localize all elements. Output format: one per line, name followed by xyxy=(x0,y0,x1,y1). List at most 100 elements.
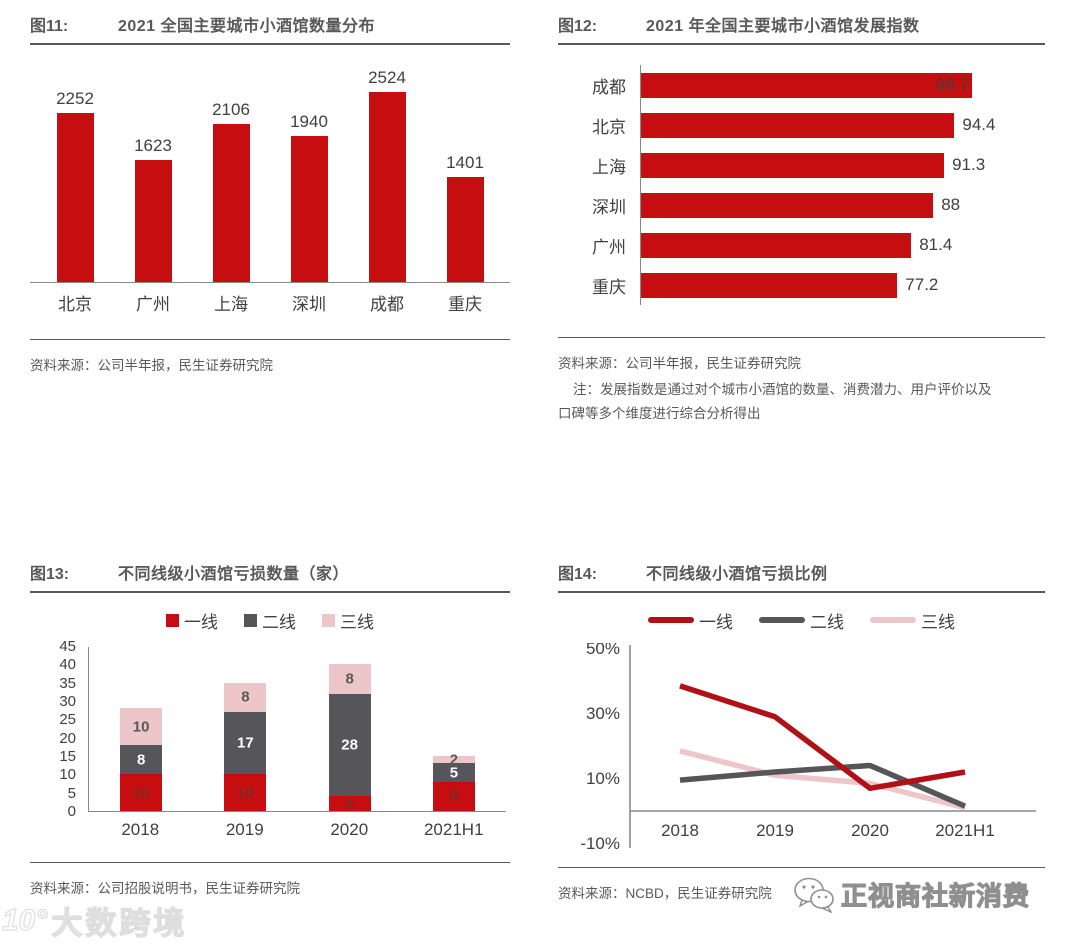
legend-item: 二线 xyxy=(244,608,296,633)
bar xyxy=(446,176,484,282)
watermark-logo-icon: 10° xyxy=(1,903,48,937)
bar xyxy=(641,152,945,178)
figure-block-11: 图11: 2021 全国主要城市小酒馆数量分布 2252 1623 2106 1940… xyxy=(30,12,510,374)
figure-tag: 图11: xyxy=(30,18,69,35)
bar-segment: 8 xyxy=(432,781,475,811)
bar-row: 成都 99.7 xyxy=(558,65,1045,105)
x-axis-label: 2018 xyxy=(661,821,699,840)
segment-value-label: 8 xyxy=(241,688,250,706)
legend-label: 二线 xyxy=(810,612,844,632)
bar-segment: 10 xyxy=(120,774,163,811)
figure-header: 图13: 不同线级小酒馆亏损数量（家） xyxy=(30,560,510,593)
note-line-1: 注：发展指数是通过对个城市小酒馆的数量、消费潜力、用户评价以及 xyxy=(573,382,992,397)
legend-label: 一线 xyxy=(184,612,218,632)
bar-column: 2106 xyxy=(196,100,266,282)
legend-item: 二线 xyxy=(759,608,844,633)
y-axis-label: 北京 xyxy=(592,117,626,137)
legend-label: 三线 xyxy=(921,612,955,632)
watermark-left: 10° 大数跨境 xyxy=(1,898,188,943)
x-axis-label: 2021H1 xyxy=(935,821,995,840)
x-axis-label: 北京 xyxy=(58,295,92,314)
segment-value-label: 10 xyxy=(132,718,150,736)
plot-area: 10 8 10 10 17 8 4 28 8 8 5 2 xyxy=(88,647,506,812)
x-axis-label: 2020 xyxy=(330,820,369,839)
y-tick-label: 20 xyxy=(59,729,76,747)
segment-value-label: 28 xyxy=(341,736,358,754)
bar-value-label: 1623 xyxy=(134,135,172,155)
legend-item: 三线 xyxy=(322,608,374,633)
segment-value-label: 8 xyxy=(345,670,354,688)
bar-segment: 10 xyxy=(224,774,267,811)
bar-segment: 2 xyxy=(432,752,475,767)
segment-value-label: 10 xyxy=(237,784,254,802)
bar-area: 81.4 xyxy=(640,225,1045,265)
legend-label: 三线 xyxy=(340,612,374,632)
bar-segment: 8 xyxy=(120,745,163,775)
segment-value-label: 10 xyxy=(132,784,150,802)
y-tick-label: 40 xyxy=(59,656,76,674)
y-axis-label: 深圳 xyxy=(592,197,626,217)
bar-value-label: 77.2 xyxy=(905,275,939,294)
bar-segment: 5 xyxy=(432,763,475,782)
source-text: 资料来源：公司半年报，民生证券研究院 xyxy=(30,358,273,373)
legend: 一线 二线 三线 xyxy=(558,608,1045,633)
note-text: 注：发展指数是通过对个城市小酒馆的数量、消费潜力、用户评价以及 口碑等多个维度进… xyxy=(558,378,1045,425)
watermark-left-text: 大数跨境 xyxy=(51,905,188,941)
stacked-bar: 4 28 8 xyxy=(328,664,371,813)
figure-block-12: 图12: 2021 年全国主要城市小酒馆发展指数 成都 99.7 北京 94.4 上海 9… xyxy=(558,12,1045,425)
bar-segment: 4 xyxy=(328,795,371,813)
bar-row: 北京 94.4 xyxy=(558,105,1045,145)
x-axis-label: 2021H1 xyxy=(423,820,484,839)
bar xyxy=(641,272,898,298)
x-axis-label: 上海 xyxy=(214,295,248,314)
x-axis-label: 广州 xyxy=(136,295,170,314)
plot-area: 2252 1623 2106 1940 2524 1401 xyxy=(30,53,510,283)
x-axis-label: 深圳 xyxy=(292,295,326,314)
bar-segment: 8 xyxy=(224,682,267,713)
figure-title: 2021 全国主要城市小酒馆数量分布 xyxy=(118,18,376,35)
bar xyxy=(212,123,250,282)
bar-row: 重庆 77.2 xyxy=(558,265,1045,305)
bar xyxy=(641,112,955,138)
series-line-二线 xyxy=(679,762,967,809)
segment-value-label: 4 xyxy=(345,795,354,813)
figure-tag: 图13: xyxy=(30,566,70,583)
x-axis-label: 2018 xyxy=(121,820,160,839)
block-divider xyxy=(558,337,1045,338)
y-tick-label: 50% xyxy=(586,643,620,658)
series-line-一线 xyxy=(679,683,966,792)
segment-value-label: 8 xyxy=(136,751,146,769)
bar-value-label: 99.7 xyxy=(936,75,970,94)
legend-label: 一线 xyxy=(699,612,733,632)
bar xyxy=(290,136,328,282)
y-tick-label: 10% xyxy=(586,769,620,788)
x-axis-label: 成都 xyxy=(370,295,404,314)
figure-tag: 图12: xyxy=(558,18,598,35)
y-axis-label: 成都 xyxy=(592,77,626,97)
block-divider xyxy=(558,867,1045,868)
bar xyxy=(641,192,934,218)
bar-row: 广州 81.4 xyxy=(558,225,1045,265)
y-tick-label: 35 xyxy=(59,674,76,692)
bar-column: 2252 xyxy=(40,88,110,282)
bar xyxy=(56,112,94,282)
x-axis-label: 重庆 xyxy=(448,295,482,314)
figure-block-14: 图14: 不同线级小酒馆亏损比例 一线 二线 三线 50% 30% 10% -10% 201… xyxy=(558,560,1045,902)
figure-title: 不同线级小酒馆亏损比例 xyxy=(646,566,828,583)
bar-row: 深圳 88 xyxy=(558,185,1045,225)
x-axis-label: 2019 xyxy=(756,821,794,840)
y-axis-label: 上海 xyxy=(592,157,626,177)
source-text: 资料来源：NCBD，民生证券研究院 xyxy=(558,886,772,901)
legend-swatch xyxy=(244,613,257,627)
bar-segment: 10 xyxy=(120,708,163,746)
y-tick-label: 10 xyxy=(59,766,76,784)
bar-area: 77.2 xyxy=(640,265,1045,305)
bar xyxy=(641,72,972,98)
bar-row: 上海 91.3 xyxy=(558,145,1045,185)
segment-value-label: 2 xyxy=(449,751,459,769)
legend: 一线 二线 三线 xyxy=(30,608,510,633)
source-text: 资料来源：公司招股说明书，民生证券研究院 xyxy=(30,881,300,896)
stacked-bar: 10 8 10 xyxy=(120,708,163,811)
y-axis-label: 广州 xyxy=(592,237,626,257)
bar-value-label: 2252 xyxy=(56,88,94,108)
